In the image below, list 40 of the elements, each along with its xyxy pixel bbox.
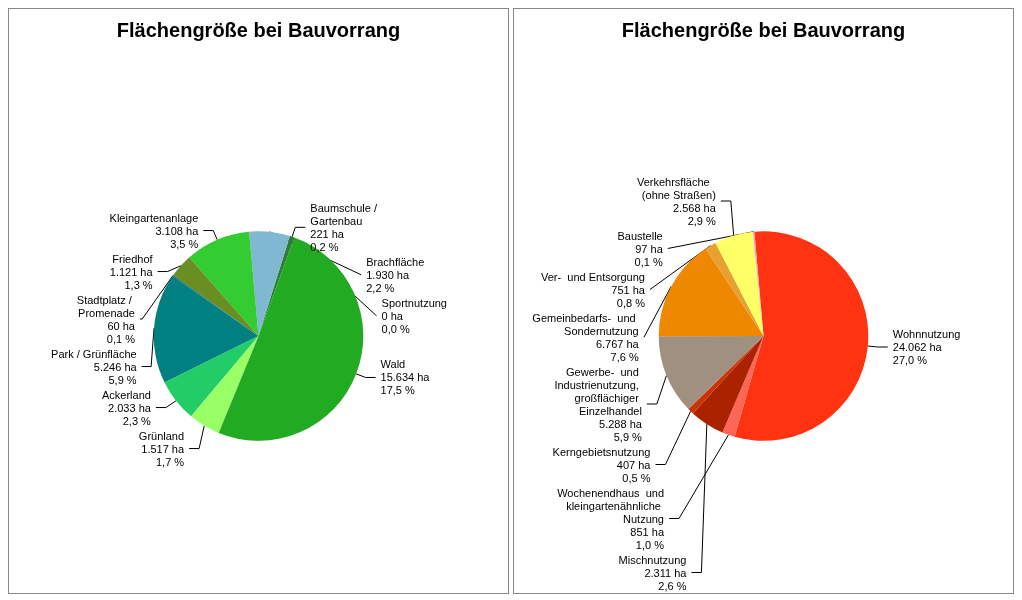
data-label: 2.568 ha 2,9 % [673, 201, 717, 227]
data-label: 2.033 ha 2,3 % [108, 401, 152, 427]
slice-label: Kleingartenanlage [109, 211, 199, 224]
data-label: 5.246 ha 5,9 % [93, 360, 138, 386]
slice-label: Wohnnutzung [892, 328, 961, 341]
slice-label: Ackerland [101, 388, 151, 401]
slice-label: Kerngebietsnutzung [552, 445, 651, 458]
slice-label: Brachfläche [366, 255, 425, 268]
data-label: 6.767 ha 7,6 % [595, 337, 640, 363]
chart-title: Flächengröße bei Bauvorrang [116, 19, 401, 41]
slice-label: Friedhof [112, 252, 154, 265]
data-label: 851 ha 1,0 % [630, 525, 665, 551]
slice-label: Park / Grünfläche [51, 347, 137, 360]
slice-label: Mischnutzung [618, 553, 687, 566]
data-label: 97 ha 0,1 % [634, 242, 664, 268]
slice-label: Stadtplatz / Promenade [76, 293, 135, 319]
slice-label: Verkehrsfläche (ohne Straßen) [636, 175, 716, 201]
data-label: 1.121 ha 1,3 % [109, 265, 154, 291]
text: 0 ha 0,0 % [381, 309, 410, 335]
data-label: 751 ha 0,8 % [611, 283, 646, 309]
slice-label: Baustelle [617, 229, 663, 242]
data-label: 1.517 ha 1,7 % [141, 442, 185, 468]
slice-label: Wald [380, 358, 406, 371]
slice-label: Grünland [138, 429, 185, 442]
slice-label: Ver- und Entsorgung [540, 270, 645, 283]
data-label: 3.108 ha 3,5 % [155, 224, 200, 250]
slice-label: Baumschule / Gartenbau [310, 201, 381, 227]
data-label: 60 ha 0,1 % [106, 319, 136, 345]
data-label: 15.634 ha 17,5 % [380, 371, 431, 397]
data-label: 24.062 ha 27,0 % [892, 341, 943, 367]
data-label: 2.311 ha 2,6 % [644, 566, 688, 592]
data-label: 407 ha 0,5 % [616, 458, 652, 484]
slice-label: Gewerbe- und Industrienutzung, großflächiger Einzelhandel [554, 365, 642, 417]
slice-label: Gemeinbedarfs- und Sondernutzung [532, 311, 639, 337]
chart-title: Flächengröße bei Bauvorrang [621, 19, 906, 41]
data-label: 221 ha 0,2 % [310, 227, 345, 253]
category-label: Sportnutzung [381, 296, 447, 309]
data-label: 5.288 ha 5,9 % [599, 417, 643, 443]
data-label: 1.930 ha 2,2 % [366, 268, 410, 294]
slice-label: Wochenendhaus und kleingartenähnliche Nutzung [557, 486, 665, 525]
